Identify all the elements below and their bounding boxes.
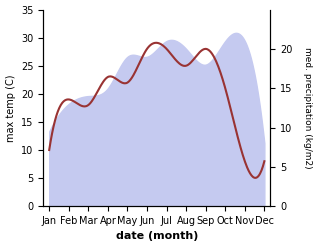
Y-axis label: med. precipitation (kg/m2): med. precipitation (kg/m2) — [303, 47, 313, 169]
X-axis label: date (month): date (month) — [116, 231, 198, 242]
Y-axis label: max temp (C): max temp (C) — [5, 74, 16, 142]
